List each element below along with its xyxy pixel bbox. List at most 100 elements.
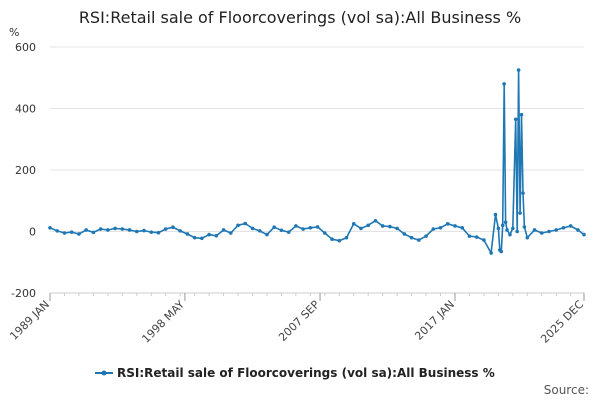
data-point <box>286 230 291 234</box>
x-tick-label: 2017 JAN <box>412 298 457 343</box>
data-point <box>409 235 414 240</box>
data-point <box>192 235 197 240</box>
data-point <box>69 230 74 234</box>
data-point <box>344 235 349 240</box>
x-tick-label: 2025 DEC <box>538 298 586 346</box>
data-point <box>505 228 509 232</box>
data-point <box>106 228 110 232</box>
data-point <box>380 224 385 228</box>
data-point <box>178 229 182 233</box>
data-point <box>388 224 392 229</box>
data-point <box>513 117 518 122</box>
data-point <box>518 211 522 215</box>
data-point <box>294 224 298 228</box>
data-point <box>48 226 52 230</box>
y-tick-label: -200 <box>11 287 36 300</box>
data-point <box>62 231 67 235</box>
data-point <box>98 227 103 231</box>
y-tick-label: 400 <box>15 103 36 116</box>
data-point <box>522 225 527 229</box>
data-point <box>395 226 399 231</box>
data-point <box>424 234 428 238</box>
data-point <box>493 212 498 217</box>
chart-title: RSI:Retail sale of Floorcoverings (vol s… <box>79 8 521 27</box>
legend[interactable]: RSI:Retail sale of Floorcoverings (vol s… <box>95 366 495 380</box>
data-point <box>236 223 240 228</box>
y-axis-ticks: -200 0 200 400 600 <box>11 41 36 300</box>
data-point <box>84 228 88 232</box>
data-point <box>500 223 505 228</box>
data-point <box>576 228 580 232</box>
data-point <box>525 235 530 240</box>
data-point <box>516 68 521 72</box>
data-point <box>250 226 255 231</box>
data-point <box>561 226 566 230</box>
data-point <box>502 82 506 86</box>
data-point <box>265 232 269 237</box>
data-point <box>511 226 515 231</box>
data-point <box>496 226 501 231</box>
data-point <box>519 112 524 117</box>
y-axis-unit: % <box>9 26 19 39</box>
data-point <box>467 234 472 238</box>
data-point <box>499 249 504 254</box>
data-point <box>323 231 327 235</box>
data-point <box>55 229 60 233</box>
x-tick-label: 1989 JAN <box>7 298 52 343</box>
data-point <box>554 228 559 232</box>
data-point <box>373 218 378 223</box>
data-point <box>438 226 443 230</box>
data-point <box>163 227 168 231</box>
data-point <box>257 229 262 233</box>
data-point <box>482 238 486 242</box>
data-point <box>417 238 421 242</box>
data-point <box>503 220 508 225</box>
series-layer <box>48 68 586 255</box>
data-point <box>366 223 371 228</box>
legend-entry-label: RSI:Retail sale of Floorcoverings (vol s… <box>117 366 495 380</box>
legend-swatch-marker <box>101 370 107 376</box>
y-tick-label: 600 <box>15 41 36 54</box>
source-label: Source: <box>544 383 589 397</box>
data-point <box>272 225 276 229</box>
data-point <box>568 224 573 228</box>
data-point <box>113 226 117 231</box>
data-point <box>460 226 465 230</box>
y-tick-label: 200 <box>15 164 36 177</box>
data-point <box>521 191 525 195</box>
data-point <box>431 227 436 231</box>
data-point <box>149 230 154 234</box>
data-point <box>243 221 248 226</box>
data-point <box>228 231 233 235</box>
x-tick-label: 2007 SEP <box>276 298 322 344</box>
data-point <box>582 232 586 237</box>
data-point <box>279 228 284 233</box>
data-point <box>532 228 537 232</box>
data-point <box>221 228 226 232</box>
x-tick-label: 1998 MAY <box>139 298 187 346</box>
series-line <box>49 69 585 254</box>
data-point <box>200 236 204 241</box>
data-point <box>337 238 342 243</box>
data-point <box>171 225 175 229</box>
data-point <box>142 228 146 233</box>
data-point <box>489 251 493 255</box>
data-point <box>330 237 334 241</box>
data-point <box>134 229 139 234</box>
data-point <box>508 232 512 237</box>
data-point <box>308 226 313 230</box>
data-point <box>91 230 96 235</box>
data-point <box>315 225 320 229</box>
data-point <box>359 226 363 231</box>
data-point <box>77 232 81 236</box>
x-axis: 1989 JAN 1998 MAY 2007 SEP 2017 JAN 2025 DEC <box>7 292 586 346</box>
data-point <box>214 234 219 238</box>
data-point <box>453 224 457 228</box>
data-point <box>539 231 544 235</box>
data-point <box>185 232 190 236</box>
data-point <box>547 229 551 234</box>
data-point <box>127 228 132 232</box>
data-point <box>402 232 407 236</box>
data-point <box>120 227 125 231</box>
